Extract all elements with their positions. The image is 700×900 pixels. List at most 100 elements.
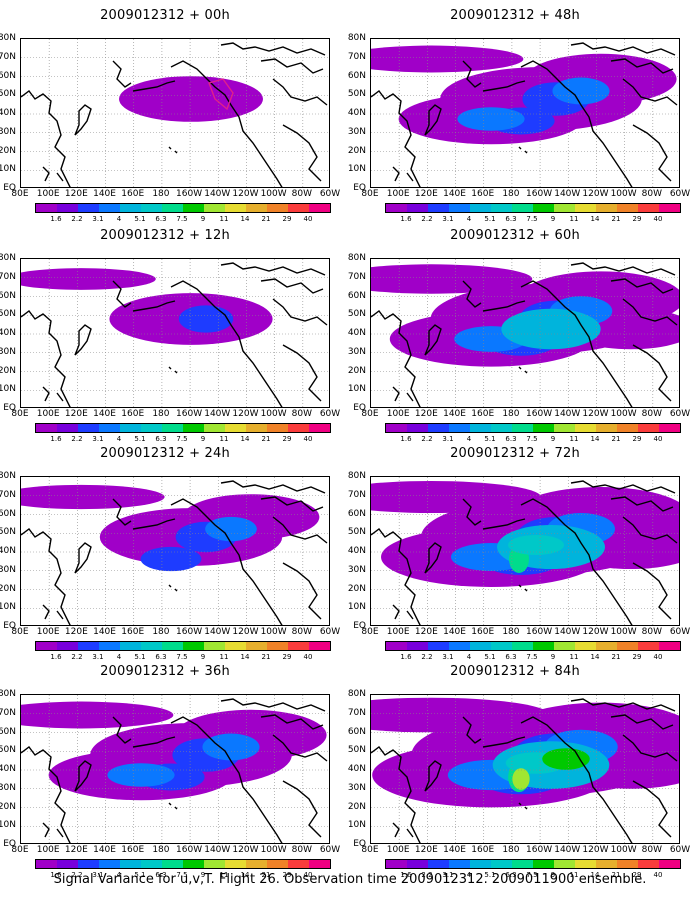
colorbar-label: 40 — [303, 435, 313, 443]
lon-tick-label: 120W — [582, 189, 609, 199]
colorbar — [35, 641, 331, 651]
variance-map — [370, 38, 680, 188]
lat-tick-label: 80N — [0, 689, 16, 699]
lat-tick-label: 30N — [347, 126, 366, 137]
coastline — [112, 280, 176, 312]
coastline — [74, 760, 92, 792]
lat-tick-label: 10N — [0, 164, 16, 175]
colorbar-swatch — [309, 424, 330, 432]
lat-tick-label: 20N — [347, 801, 366, 812]
colorbar-swatch — [57, 424, 78, 432]
colorbar-label: 2.2 — [71, 435, 83, 443]
colorbar-swatch — [57, 860, 78, 868]
lon-tick-label: 160E — [471, 409, 495, 419]
colorbar-swatch — [470, 424, 491, 432]
colorbar-swatch — [246, 860, 267, 868]
colorbar — [385, 423, 681, 433]
lon-tick-label: 160E — [471, 845, 495, 855]
lat-tick-label: 50N — [0, 527, 16, 538]
variance-map — [20, 694, 330, 844]
lon-tick-label: 120W — [232, 409, 259, 419]
colorbar-swatch — [512, 642, 533, 650]
colorbar-swatch — [554, 642, 575, 650]
colorbar-label: 7.5 — [176, 435, 188, 443]
lat-tick-label: 70N — [0, 271, 16, 282]
lon-tick-label: 60W — [319, 189, 341, 199]
panel-title: 2009012312 + 72h — [450, 446, 580, 461]
lon-tick-label: 120E — [64, 189, 88, 199]
lat-tick-label: 60N — [0, 726, 16, 737]
lon-tick-label: 80W — [291, 409, 312, 419]
lat-tick-label: 50N — [0, 745, 16, 756]
lon-tick-label: 100W — [610, 627, 637, 637]
lat-tick-label: 20N — [0, 145, 16, 156]
lon-tick-label: 140W — [204, 627, 231, 637]
colorbar-label: 4 — [116, 653, 122, 661]
map-panel-3: 2009012312 + 36h 80N 70N 60N 50N 40N 30N 20N 10N… — [0, 664, 340, 879]
lon-tick-label: 140E — [93, 409, 116, 419]
colorbar-label: 21 — [261, 653, 271, 661]
coastline — [520, 716, 633, 843]
lat-tick-label: 70N — [347, 51, 366, 62]
colorbar-swatch — [141, 204, 162, 212]
colorbar-label: 29 — [632, 215, 642, 223]
coastline — [518, 366, 528, 374]
colorbar-swatch — [162, 424, 183, 432]
lat-tick-label: 20N — [347, 365, 366, 376]
coastline — [170, 280, 283, 407]
variance-contour — [202, 733, 260, 761]
colorbar-swatch — [491, 424, 512, 432]
colorbar-label: 29 — [282, 435, 292, 443]
coastline — [520, 498, 633, 625]
colorbar-label: 6.3 — [155, 435, 167, 443]
colorbar-swatch — [512, 424, 533, 432]
lon-tick-label: 100E — [36, 627, 60, 637]
panel-title: 2009012312 + 48h — [450, 8, 580, 23]
lon-tick-label: 140E — [443, 845, 466, 855]
figure-caption: Signal Variance for u,v,T. Flight 26. Ob… — [53, 872, 647, 887]
colorbar-swatch — [183, 860, 204, 868]
coastline — [462, 60, 526, 92]
colorbar-swatch — [449, 860, 470, 868]
lat-tick-label: 20N — [0, 365, 16, 376]
lat-tick-label: EQ — [3, 403, 16, 413]
colorbar-swatch — [491, 860, 512, 868]
lon-tick-label: 80E — [361, 845, 379, 855]
lat-tick-label: 40N — [347, 108, 366, 118]
colorbar-label: 1.6 — [50, 653, 62, 661]
lon-tick-label: 160W — [526, 189, 553, 199]
coastline — [520, 280, 633, 407]
coastline — [392, 604, 414, 620]
colorbar-swatch — [596, 204, 617, 212]
colorbar-label: 14 — [240, 871, 250, 879]
lon-tick-label: 80E — [11, 845, 29, 855]
variance-contour — [371, 264, 533, 294]
colorbar-label: 11 — [569, 215, 579, 223]
coastline — [42, 604, 64, 620]
panel-title: 2009012312 + 00h — [100, 8, 230, 23]
colorbar-label: 5.1 — [484, 215, 496, 223]
colorbar-label: 6.3 — [505, 215, 517, 223]
colorbar-swatch — [183, 204, 204, 212]
colorbar-label: 9 — [200, 653, 206, 661]
colorbar-label: 9 — [200, 871, 206, 879]
colorbar-swatch — [428, 424, 449, 432]
colorbar-label: 6.3 — [505, 871, 517, 879]
colorbar-label: 1.6 — [400, 871, 412, 879]
colorbar-label: 2.2 — [71, 653, 83, 661]
colorbar-label: 14 — [240, 435, 250, 443]
colorbar-label: 4 — [116, 871, 122, 879]
colorbar-swatch — [659, 860, 680, 868]
lat-tick-label: 50N — [347, 309, 366, 320]
coastline — [21, 90, 71, 187]
colorbar-swatch — [449, 642, 470, 650]
lon-tick-label: 180 — [502, 845, 520, 855]
lon-tick-label: 160W — [526, 845, 553, 855]
coastline — [392, 166, 414, 182]
lat-tick-label: 80N — [347, 471, 366, 481]
colorbar-swatch — [596, 642, 617, 650]
colorbar-label: 40 — [653, 653, 663, 661]
lat-tick-label: 80N — [0, 33, 16, 43]
lon-tick-label: 100W — [610, 845, 637, 855]
colorbar — [35, 203, 331, 213]
